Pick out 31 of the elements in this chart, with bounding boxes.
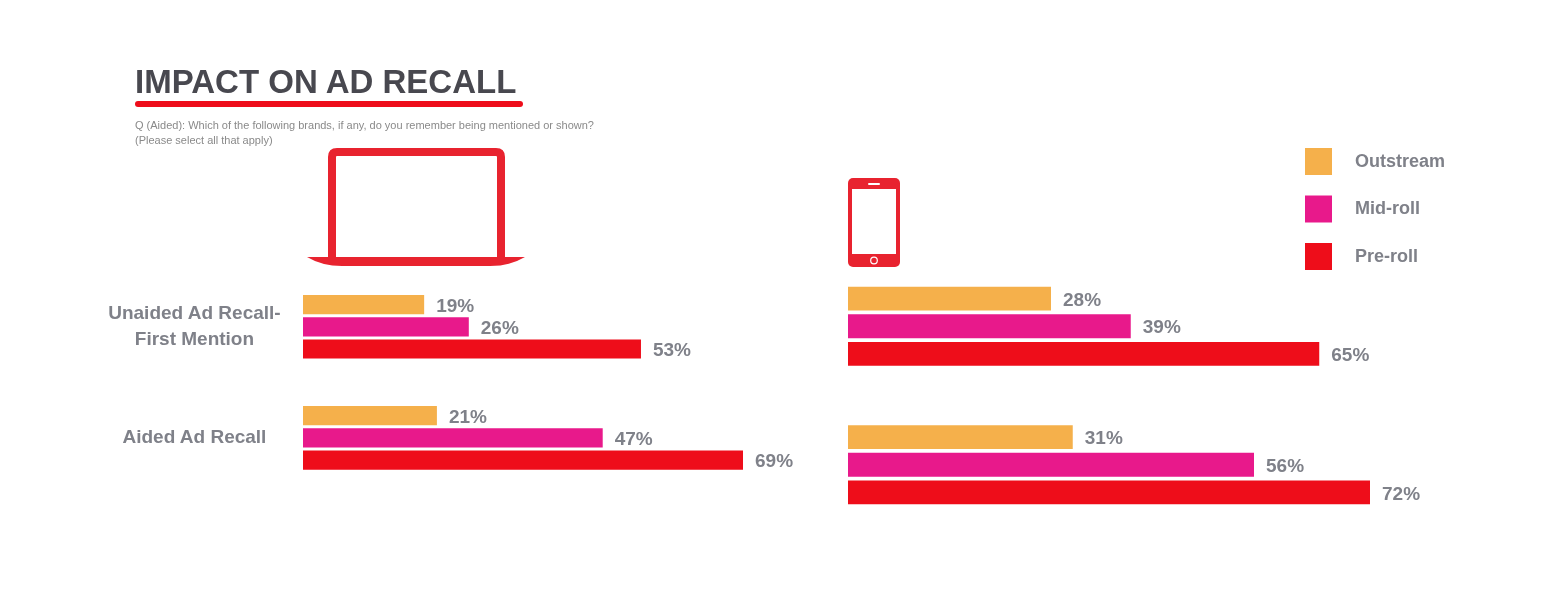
bar [303,428,603,448]
chart-title: IMPACT ON AD RECALL [135,63,517,100]
bar [303,406,437,426]
bar [848,480,1370,505]
bar [848,342,1320,366]
data-label: 19% [436,294,475,316]
chart-subtitle: Q (Aided): Which of the following brands, if any, do you remember being mentioned or shown? (Please select all that apply) [135,118,594,148]
y-tick-label: Unaided Ad Recall- First Mention [108,301,281,350]
data-label: 31% [1084,427,1123,449]
bar [303,317,469,337]
bar [303,450,743,470]
bar [303,295,425,315]
bar [848,452,1254,477]
data-label: 56% [1266,454,1305,476]
data-label: 53% [652,339,692,361]
data-label: 28% [1063,288,1102,310]
data-label: 26% [480,317,519,339]
legend-label: Mid-roll [1354,198,1420,219]
bar [848,314,1131,339]
data-label: 69% [755,450,794,472]
data-label: 39% [1142,316,1181,338]
bar [303,339,641,359]
data-label: 47% [614,428,653,450]
bar [848,425,1073,449]
data-label: 21% [448,405,488,427]
y-tick-label: Aided Ad Recall [122,426,267,448]
legend-label: Pre-roll [1354,245,1418,266]
data-label: 72% [1382,482,1421,504]
legend-label: Outstream [1354,150,1445,171]
data-label: 65% [1331,344,1370,366]
bar [848,286,1051,311]
